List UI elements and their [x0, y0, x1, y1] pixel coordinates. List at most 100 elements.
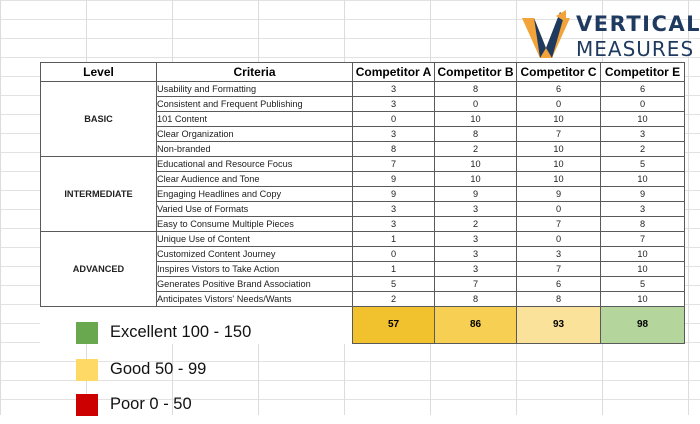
score-cell: 10	[600, 291, 685, 307]
criteria-cell: Consistent and Frequent Publishing	[156, 96, 353, 112]
score-cell: 10	[600, 261, 685, 277]
legend-label-poor: Poor 0 - 50	[110, 395, 192, 413]
score-cell: 1	[352, 261, 435, 277]
totals-row: 57 86 93 98	[41, 306, 685, 344]
score-cell: 10	[600, 171, 685, 187]
header-criteria: Criteria	[156, 62, 353, 82]
table-row: INTERMEDIATE Educational and Resource Foc…	[40, 156, 685, 232]
score-cell: 8	[600, 216, 685, 232]
criteria-cell: Educational and Resource Focus	[156, 156, 353, 172]
level-cell-intermediate: INTERMEDIATE	[40, 156, 157, 232]
score-cell: 5	[352, 276, 435, 292]
vertical-measures-logo: VERTICAL MEASURES	[520, 8, 700, 62]
score-cell: 3	[352, 126, 435, 142]
score-cell: 1	[352, 231, 435, 247]
criteria-cell: Clear Organization	[156, 126, 353, 142]
score-cell: 9	[434, 186, 517, 202]
total-score-cell: 57	[352, 306, 435, 344]
score-cell: 7	[352, 156, 435, 172]
score-cell: 10	[516, 156, 601, 172]
score-cell: 3	[434, 246, 517, 262]
score-cell: 6	[516, 81, 601, 97]
score-cell: 3	[352, 216, 435, 232]
score-cell: 10	[516, 141, 601, 157]
score-cell: 0	[352, 111, 435, 127]
score-cell: 3	[352, 96, 435, 112]
score-cell: 3	[600, 126, 685, 142]
score-cell: 7	[516, 216, 601, 232]
score-cell: 0	[516, 96, 601, 112]
criteria-cell: Varied Use of Formats	[156, 201, 353, 217]
score-cell: 3	[352, 201, 435, 217]
legend-item-excellent: Excellent 100 - 150	[76, 322, 296, 352]
criteria-cell: Unique Use of Content	[156, 231, 353, 247]
table-row: ADVANCED Unique Use of Content 1 3 0 7	[40, 231, 685, 307]
score-cell: 3	[600, 201, 685, 217]
criteria-cell: Inspires Vistors to Take Action	[156, 261, 353, 277]
legend-swatch-excellent	[76, 322, 98, 344]
header-competitor-b: Competitor B	[434, 62, 517, 82]
score-cell: 9	[352, 186, 435, 202]
score-cell: 9	[352, 171, 435, 187]
score-cell: 10	[434, 111, 517, 127]
score-cell: 9	[600, 186, 685, 202]
score-cell: 10	[600, 246, 685, 262]
score-cell: 2	[434, 216, 517, 232]
header-row: Level Criteria Competitor A Competitor B…	[40, 62, 685, 82]
header-competitor-c: Competitor C	[516, 62, 601, 82]
total-score-cell: 86	[434, 306, 517, 344]
logo-text-vertical: VERTICAL	[576, 12, 700, 36]
criteria-cell: Usability and Formatting	[156, 81, 353, 97]
logo-text-measures: MEASURES	[576, 37, 695, 61]
score-cell: 0	[352, 246, 435, 262]
score-cell: 5	[600, 156, 685, 172]
score-cell: 0	[516, 231, 601, 247]
criteria-cell: Generates Positive Brand Association	[156, 276, 353, 292]
score-cell: 5	[600, 276, 685, 292]
total-score-cell: 98	[600, 306, 685, 344]
score-cell: 8	[352, 141, 435, 157]
competitor-scoring-table: Level Criteria Competitor A Competitor B…	[40, 62, 685, 344]
score-cell: 2	[600, 141, 685, 157]
criteria-cell: Engaging Headlines and Copy	[156, 186, 353, 202]
score-cell: 2	[352, 291, 435, 307]
score-cell: 7	[434, 276, 517, 292]
score-cell: 0	[434, 96, 517, 112]
table-row: Varied Use of Formats 3 3 0 3	[41, 201, 685, 217]
score-cell: 3	[516, 246, 601, 262]
legend-swatch-poor	[76, 394, 98, 416]
score-cell: 8	[434, 81, 517, 97]
level-cell-basic: BASIC	[40, 81, 157, 157]
score-cell: 3	[434, 201, 517, 217]
header-competitor-e: Competitor E	[600, 62, 685, 82]
table-row: Anticipates Vistors' Needs/Wants 2 8 8 10	[41, 291, 685, 307]
legend-swatch-good	[76, 359, 98, 381]
score-cell: 7	[516, 261, 601, 277]
table-row: BASIC Usability and Formatting 3 8 6 6	[40, 81, 685, 157]
criteria-cell: Customized Content Journey	[156, 246, 353, 262]
table-row: Engaging Headlines and Copy 9 9 9 9	[41, 186, 685, 202]
score-cell: 8	[516, 291, 601, 307]
criteria-cell: Anticipates Vistors' Needs/Wants	[156, 291, 353, 307]
score-cell: 0	[516, 201, 601, 217]
legend-item-good: Good 50 - 99	[76, 359, 296, 389]
score-cell: 7	[516, 126, 601, 142]
score-cell: 3	[434, 231, 517, 247]
legend-label-good: Good 50 - 99	[110, 360, 207, 378]
criteria-cell: Non-branded	[156, 141, 353, 157]
table-row: Inspires Vistors to Take Action 1 3 7 10	[41, 261, 685, 277]
legend-item-poor: Poor 0 - 50	[76, 394, 296, 424]
score-cell: 3	[434, 261, 517, 277]
score-cell: 10	[434, 156, 517, 172]
table-row: Generates Positive Brand Association 5 7 6 5	[41, 276, 685, 292]
score-cell: 8	[434, 291, 517, 307]
score-cell: 10	[516, 111, 601, 127]
criteria-cell: 101 Content	[156, 111, 353, 127]
score-cell: 3	[352, 81, 435, 97]
criteria-cell: Clear Audience and Tone	[156, 171, 353, 187]
level-cell-advanced: ADVANCED	[40, 231, 157, 307]
score-cell: 2	[434, 141, 517, 157]
criteria-cell: Easy to Consume Multiple Pieces	[156, 216, 353, 232]
legend-label-excellent: Excellent 100 - 150	[110, 323, 252, 341]
score-cell: 10	[600, 111, 685, 127]
